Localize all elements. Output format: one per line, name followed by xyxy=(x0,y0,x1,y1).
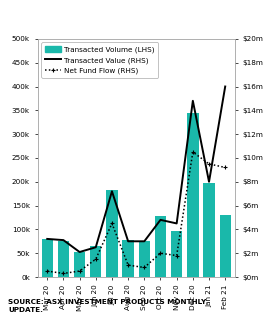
Bar xyxy=(139,241,150,277)
Bar xyxy=(203,183,215,277)
Text: Figure 1 - VVLU trading: Figure 1 - VVLU trading xyxy=(8,11,163,24)
Bar xyxy=(74,252,85,277)
Bar xyxy=(220,215,231,277)
Text: SOURCE: ASX INVESTMENT PRODUCTS MONTHLY
UPDATE.: SOURCE: ASX INVESTMENT PRODUCTS MONTHLY … xyxy=(8,299,207,313)
Bar xyxy=(171,231,182,277)
Bar xyxy=(42,239,53,277)
Bar xyxy=(106,190,118,277)
Bar xyxy=(123,240,134,277)
Legend: Transacted Volume (LHS), Transacted Value (RHS), Net Fund Flow (RHS): Transacted Volume (LHS), Transacted Valu… xyxy=(41,42,158,78)
Bar xyxy=(187,113,198,277)
Bar xyxy=(90,246,101,277)
Bar xyxy=(58,241,69,277)
Bar xyxy=(155,216,166,277)
